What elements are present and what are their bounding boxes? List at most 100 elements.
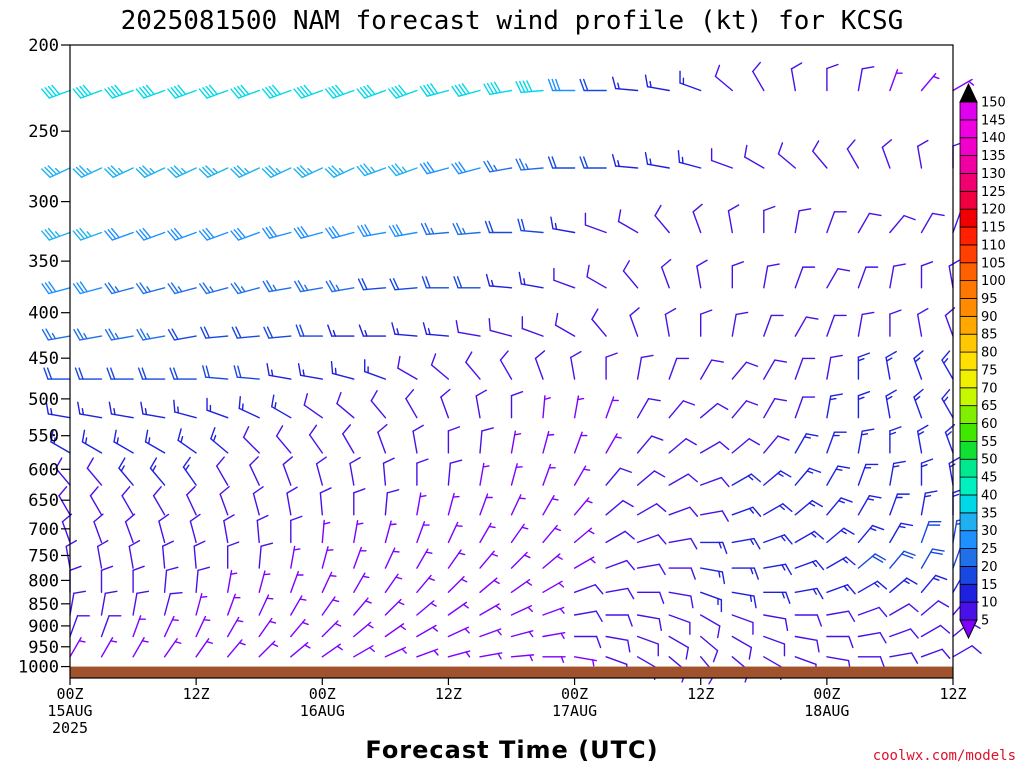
wind-barb xyxy=(542,495,559,516)
wind-barb xyxy=(573,610,603,623)
wind-barb xyxy=(920,600,950,616)
colorbar-swatch xyxy=(959,351,978,371)
wind-barb xyxy=(104,328,134,341)
wind-barb xyxy=(700,309,713,337)
y-tick-label: 700 xyxy=(28,520,59,540)
wind-barb xyxy=(794,396,816,419)
wind-barb xyxy=(475,389,488,419)
wind-barb xyxy=(41,165,71,178)
wind-barb xyxy=(677,149,702,169)
x-tick-label: 12Z xyxy=(183,685,210,703)
wind-barb xyxy=(542,580,565,593)
colorbar-swatch xyxy=(959,137,978,156)
wind-barb xyxy=(591,308,607,337)
wind-barb xyxy=(135,227,166,241)
wind-barb xyxy=(321,596,340,616)
wind-barb xyxy=(195,615,211,638)
x-tick-label: 12Z xyxy=(939,685,966,703)
wind-barb xyxy=(605,559,635,571)
wind-barb xyxy=(510,430,522,454)
wind-barb xyxy=(169,367,197,380)
wind-barb xyxy=(140,401,166,419)
wind-barb xyxy=(416,624,439,638)
colorbar-label: 10 xyxy=(981,596,998,611)
wind-barb xyxy=(315,456,327,486)
wind-barb xyxy=(100,615,122,638)
wind-barb xyxy=(644,151,670,169)
colorbar-swatch xyxy=(959,548,978,567)
y-tick-label: 400 xyxy=(28,304,59,324)
wind-barb xyxy=(826,497,853,516)
y-tick-label: 600 xyxy=(28,460,59,480)
wind-barb xyxy=(69,615,90,638)
wind-barbs xyxy=(41,61,982,685)
wind-barb xyxy=(41,227,71,241)
wind-barb xyxy=(542,606,565,616)
wind-barb xyxy=(920,490,938,516)
wind-barb xyxy=(479,493,493,516)
colorbar-swatch xyxy=(959,333,978,353)
wind-barb xyxy=(573,656,597,667)
wind-barb xyxy=(353,546,367,569)
colorbar-label: 15 xyxy=(981,578,998,593)
colorbar-swatch xyxy=(959,494,978,514)
wind-barb xyxy=(342,424,355,454)
wind-barb xyxy=(488,318,513,337)
wind-barb xyxy=(573,465,591,486)
wind-barb xyxy=(913,350,924,380)
wind-barb xyxy=(447,626,470,638)
wind-barb xyxy=(419,161,450,175)
wind-barb xyxy=(293,84,323,99)
wind-barb xyxy=(573,431,588,454)
y-tick-label: 1000 xyxy=(18,658,59,678)
wind-barb xyxy=(731,361,759,380)
wind-barb xyxy=(447,492,460,516)
wind-barb xyxy=(605,499,634,516)
colorbar-swatch xyxy=(959,458,978,478)
wind-barb xyxy=(510,551,531,569)
wind-barb xyxy=(920,624,951,638)
wind-barb xyxy=(948,456,961,486)
wind-barb xyxy=(421,276,450,289)
wind-barb xyxy=(700,402,729,419)
colorbar-legend: 5 10 15 20 25 30 35 40 45 50 55 60 65 70 75 80 85 90 95 100… xyxy=(959,82,1006,640)
wind-barb xyxy=(714,64,733,92)
wind-barb xyxy=(451,161,481,175)
y-axis-ticks: 200 250 300 350 400 450 500 550 600 650 700 750 800 8… xyxy=(18,36,70,678)
wind-barb xyxy=(324,84,355,99)
wind-barb xyxy=(857,212,882,234)
colorbar-label: 135 xyxy=(981,149,1006,164)
wind-barb xyxy=(668,635,689,660)
wind-barb xyxy=(349,456,361,486)
wind-barb xyxy=(636,635,659,657)
wind-barb xyxy=(104,282,134,295)
wind-barb xyxy=(295,324,323,337)
wind-barb xyxy=(889,577,918,593)
wind-barb xyxy=(167,328,197,341)
colorbar-label: 60 xyxy=(981,417,998,432)
wind-barb xyxy=(173,399,197,419)
wind-barb xyxy=(573,584,604,595)
wind-barb xyxy=(889,263,906,289)
wind-barb xyxy=(327,324,355,337)
wind-barb xyxy=(226,569,238,593)
wind-barb xyxy=(258,570,271,593)
colorbar-label: 40 xyxy=(981,488,998,503)
y-tick-label: 800 xyxy=(28,571,59,591)
wind-barb xyxy=(826,584,856,595)
wind-barb xyxy=(920,212,945,234)
wind-barb xyxy=(258,594,274,616)
wind-barb xyxy=(763,435,790,454)
wind-barb xyxy=(952,78,975,92)
wind-barb xyxy=(660,258,672,289)
wind-barb xyxy=(579,78,607,92)
wind-barb xyxy=(479,550,499,569)
wind-barb xyxy=(636,563,666,576)
wind-barb xyxy=(233,365,260,380)
wind-barb xyxy=(916,307,929,337)
x-tick-label: 00Z xyxy=(561,685,588,703)
wind-barb xyxy=(132,637,149,658)
wind-barb xyxy=(731,261,744,289)
wind-barb xyxy=(763,470,792,486)
